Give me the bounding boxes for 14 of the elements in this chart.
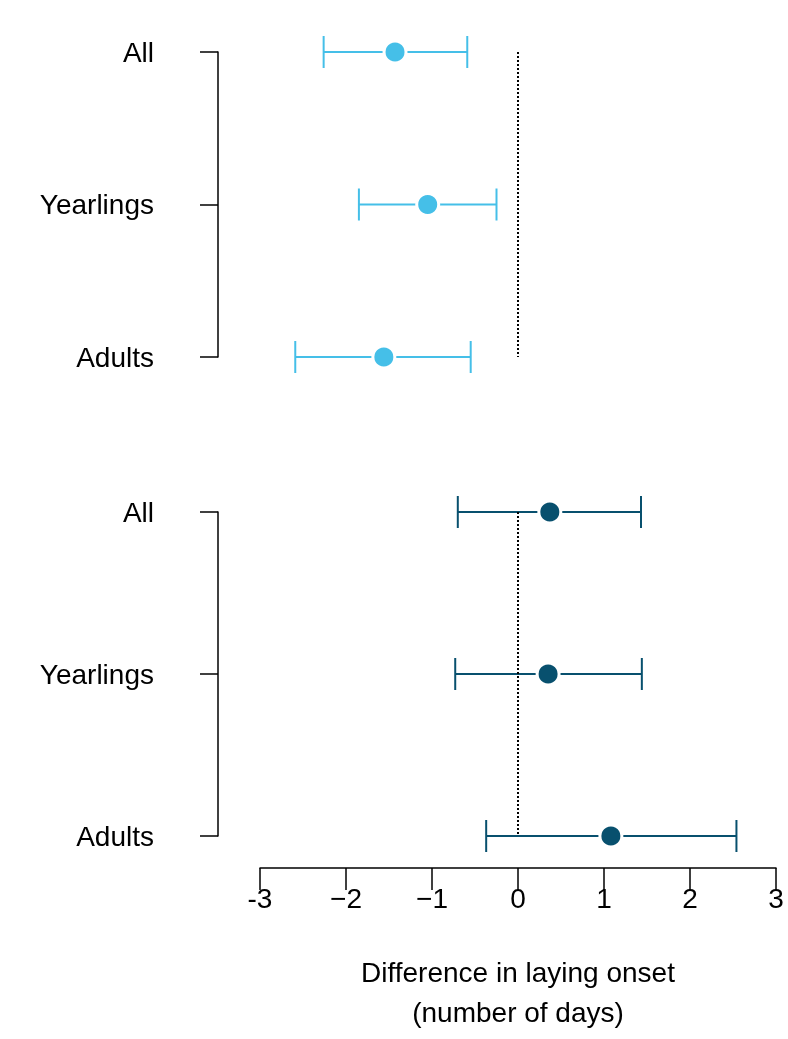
x-tick-label: −2 — [330, 882, 362, 914]
x-tick-label: 0 — [510, 882, 526, 914]
x-tick-label: -3 — [247, 882, 273, 914]
y-tick-label: Yearlings — [39, 189, 154, 220]
y-tick-label: Yearlings — [39, 658, 154, 690]
x-tick-label: −1 — [416, 882, 448, 914]
y-tick-label: Adults — [76, 820, 154, 852]
x-tick-label: 1 — [596, 882, 612, 914]
x-axis-title: Difference in laying onset (number of days) — [361, 956, 676, 1028]
y-tick-label: All — [122, 496, 154, 528]
x-tick-label: 2 — [682, 882, 698, 914]
y-tick-label: Adults — [76, 341, 154, 373]
x-tick-label: 3 — [768, 882, 784, 914]
y-tick-label: All — [122, 36, 154, 68]
